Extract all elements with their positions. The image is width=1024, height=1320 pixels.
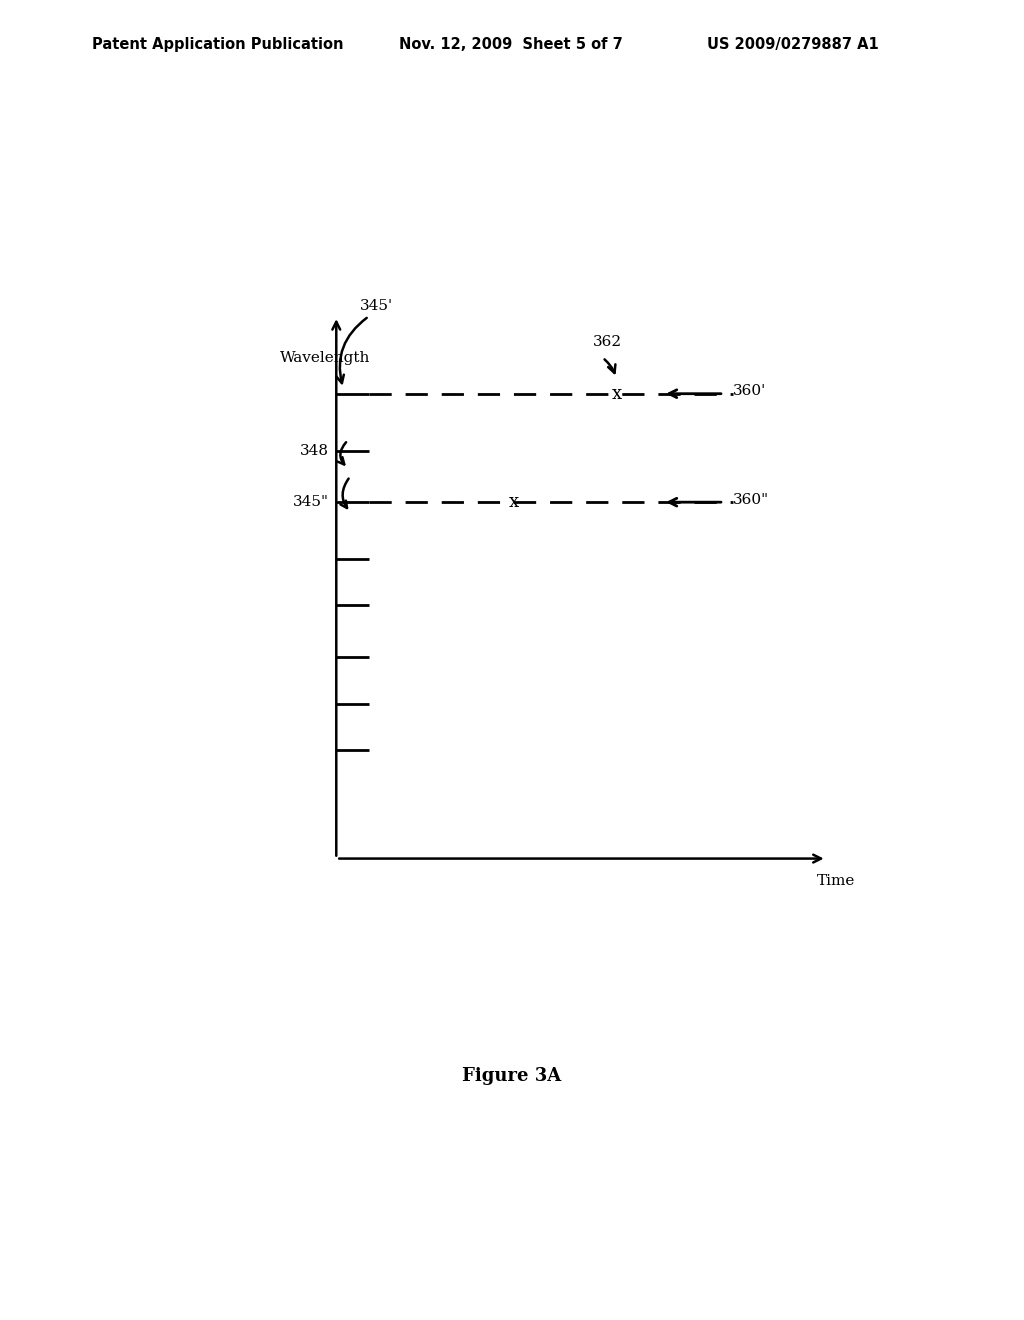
Text: x: x — [611, 384, 622, 403]
Text: 345': 345' — [359, 298, 393, 313]
Text: Patent Application Publication: Patent Application Publication — [92, 37, 344, 51]
Text: 348: 348 — [300, 444, 330, 458]
Text: Nov. 12, 2009  Sheet 5 of 7: Nov. 12, 2009 Sheet 5 of 7 — [399, 37, 624, 51]
Text: 360": 360" — [733, 492, 769, 507]
Text: x: x — [509, 494, 519, 511]
Text: Time: Time — [817, 874, 855, 888]
Text: Wavelength: Wavelength — [281, 351, 371, 364]
Text: 345": 345" — [293, 495, 330, 510]
Text: US 2009/0279887 A1: US 2009/0279887 A1 — [707, 37, 879, 51]
Text: Figure 3A: Figure 3A — [463, 1067, 561, 1085]
Text: 362: 362 — [593, 335, 623, 348]
Text: 360': 360' — [733, 384, 766, 399]
